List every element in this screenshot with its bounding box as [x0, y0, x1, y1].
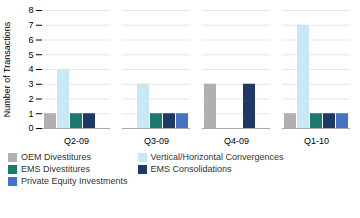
svg-text:Q3-09: Q3-09 — [144, 136, 169, 146]
svg-text:0: 0 — [28, 123, 33, 133]
html-text:OEM Divestitures: OEM Divestitures — [21, 152, 91, 162]
svg-text:6: 6 — [28, 35, 33, 45]
svg-text:3: 3 — [28, 79, 33, 89]
svg-text:4: 4 — [28, 64, 33, 74]
svg-text:Q1-10: Q1-10 — [304, 136, 329, 146]
html-text:Vertical/Horizontal Convergenc: Vertical/Horizontal Convergences — [150, 152, 284, 162]
svg-text:Number of Transactions: Number of Transactions — [2, 21, 12, 117]
svg-text:Q4-09: Q4-09 — [224, 136, 249, 146]
html-text:Private Equity Investments: Private Equity Investments — [21, 176, 128, 186]
svg-text:Q2-09: Q2-09 — [64, 136, 89, 146]
html-text:EMS Consolidations: EMS Consolidations — [150, 164, 232, 174]
html-text:EMS Divestitures: EMS Divestitures — [21, 164, 90, 174]
svg-text:1: 1 — [28, 109, 33, 119]
svg-text:7: 7 — [28, 20, 33, 30]
svg-text:5: 5 — [28, 50, 33, 60]
svg-text:8: 8 — [28, 5, 33, 15]
svg-text:2: 2 — [28, 94, 33, 104]
